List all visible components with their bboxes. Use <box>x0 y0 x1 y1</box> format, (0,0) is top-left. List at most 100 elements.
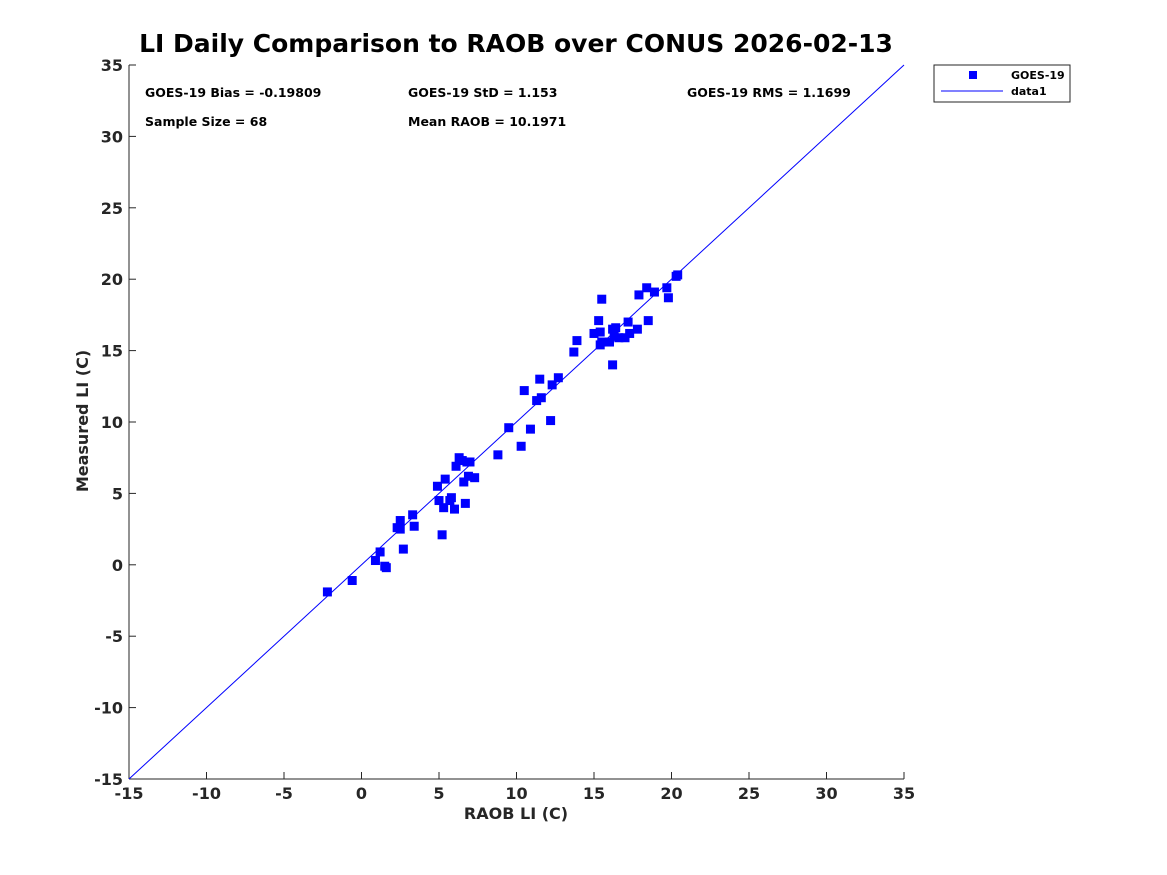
data-point <box>536 393 546 403</box>
data-point <box>519 386 529 396</box>
series-goes-19 <box>322 270 683 597</box>
legend-marker-goes-19 <box>969 71 977 79</box>
data-point <box>597 337 607 347</box>
data-point <box>450 504 459 514</box>
data-point <box>673 270 683 280</box>
data-point <box>643 316 653 326</box>
stat-rms: GOES-19 RMS = 1.1699 <box>687 85 851 100</box>
data-point <box>663 293 673 303</box>
data-point <box>620 333 630 343</box>
data-point <box>463 471 473 481</box>
data-point <box>532 396 542 406</box>
data-point <box>322 587 332 597</box>
data-point <box>437 530 447 540</box>
data-point <box>381 563 391 573</box>
data-point <box>446 493 456 503</box>
y-axis-label: Measured LI (C) <box>73 350 92 492</box>
y-tick-label: 30 <box>101 127 123 146</box>
stat-bias: GOES-19 Bias = -0.19809 <box>145 85 321 100</box>
data-point <box>409 521 419 531</box>
data-point <box>594 316 604 326</box>
legend-label-goes-19: GOES-19 <box>1011 69 1065 82</box>
data-point <box>516 441 526 451</box>
data-point <box>608 360 618 370</box>
stats-annotations: GOES-19 Bias = -0.19809 GOES-19 StD = 1.… <box>145 85 851 129</box>
data-point <box>460 498 470 508</box>
x-tick-label: 0 <box>356 784 367 803</box>
y-tick-label: 10 <box>101 413 123 432</box>
data-point <box>634 290 644 300</box>
data-point <box>451 461 461 471</box>
data-point <box>632 324 642 334</box>
x-tick-label: 35 <box>893 784 915 803</box>
data-point <box>572 336 582 346</box>
data-point <box>465 457 475 467</box>
data-point <box>547 380 557 390</box>
y-tick-label: -5 <box>105 627 123 646</box>
y-tick-label: -10 <box>94 699 123 718</box>
y-tick-label: -15 <box>94 770 123 789</box>
data-point <box>398 544 408 554</box>
data-point <box>375 547 385 557</box>
data-point <box>434 496 444 506</box>
data-point <box>347 576 357 586</box>
data-point <box>432 481 442 491</box>
data-point <box>395 516 405 526</box>
one-to-one-line <box>128 64 905 780</box>
x-tick-label: 30 <box>815 784 837 803</box>
y-tick-label: 0 <box>112 556 123 575</box>
data-point <box>457 456 467 466</box>
legend-box <box>933 64 1071 103</box>
x-tick-label: 15 <box>583 784 605 803</box>
data-point <box>439 503 449 513</box>
data-point <box>662 283 672 293</box>
data-point <box>611 323 621 333</box>
data-point <box>614 333 624 343</box>
data-point <box>370 556 380 566</box>
axis-ticks: -15 -10 -5 0 5 10 15 20 25 30 35 -15 -10 -5 0 5 10 15 20 25… <box>94 56 915 803</box>
y-tick-label: 20 <box>101 270 123 289</box>
stat-mean-raob: Mean RAOB = 10.1971 <box>408 114 566 129</box>
x-tick-label: 5 <box>433 784 444 803</box>
data-point <box>642 283 652 293</box>
x-tick-label: -10 <box>192 784 221 803</box>
x-tick-label: 20 <box>660 784 682 803</box>
data-point <box>459 477 469 487</box>
legend: GOES-19 data1 <box>933 64 1071 103</box>
x-tick-label: -5 <box>275 784 293 803</box>
data-point <box>553 373 563 383</box>
y-tick-label: 5 <box>112 484 123 503</box>
y-tick-label: 25 <box>101 199 123 218</box>
data-point <box>408 510 418 520</box>
data-point <box>525 424 535 434</box>
series-data1 <box>128 64 905 780</box>
y-tick-label: 15 <box>101 342 123 361</box>
legend-label-data1: data1 <box>1011 85 1047 98</box>
data-point <box>589 328 599 338</box>
y-tick-label: 35 <box>101 56 123 75</box>
data-point <box>609 331 619 341</box>
x-tick-label: 10 <box>505 784 527 803</box>
chart-title: LI Daily Comparison to RAOB over CONUS 2… <box>139 29 893 58</box>
x-tick-label: -15 <box>115 784 144 803</box>
data-point <box>597 294 607 304</box>
data-point <box>605 337 614 347</box>
data-point <box>649 287 659 297</box>
data-point <box>504 423 514 433</box>
data-point <box>546 416 556 426</box>
data-point <box>493 450 503 460</box>
stat-std: GOES-19 StD = 1.153 <box>408 85 557 100</box>
x-tick-label: 25 <box>738 784 760 803</box>
data-point <box>595 327 605 337</box>
data-point <box>470 473 480 483</box>
stat-sample-size: Sample Size = 68 <box>145 114 267 129</box>
data-point <box>395 524 405 534</box>
data-point <box>569 347 579 357</box>
data-point <box>625 328 635 338</box>
x-axis-label: RAOB LI (C) <box>464 804 568 823</box>
data-point <box>623 317 633 327</box>
data-point <box>440 474 450 484</box>
plot-area: -15 -10 -5 0 5 10 15 20 25 30 35 -15 -10 -5 0 5 10 15 20 25… <box>94 56 915 803</box>
data-point <box>535 374 545 384</box>
